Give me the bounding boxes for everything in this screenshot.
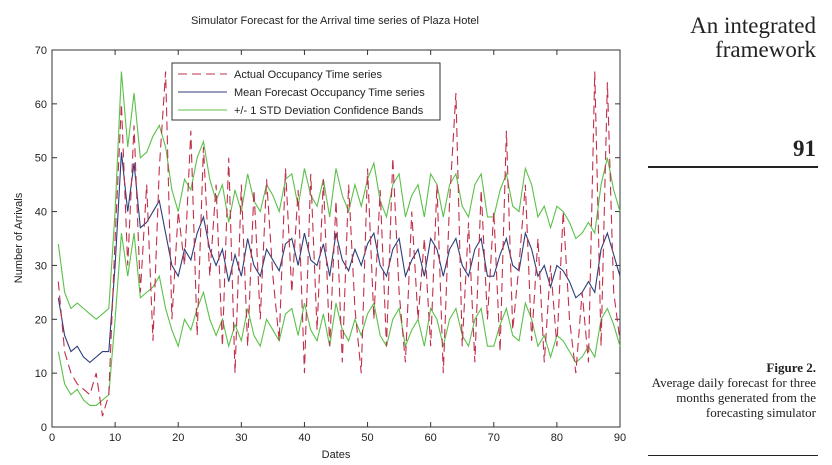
plot-frame — [51, 49, 621, 428]
series-line — [57, 71, 621, 417]
figure-caption: Average daily forecast for three months … — [651, 375, 816, 420]
page-number: 91 — [793, 136, 816, 161]
x-axis-label: Dates — [322, 449, 351, 461]
series-line — [57, 152, 621, 364]
x-tick-label: 50 — [361, 432, 373, 444]
legend-label: Mean Forecast Occupancy Time series — [234, 87, 425, 99]
x-tick-label: 40 — [298, 432, 310, 444]
x-tick-label: 10 — [109, 432, 121, 444]
x-tick-label: 30 — [235, 432, 247, 444]
chart: Simulator Forecast for the Arrival time … — [13, 15, 626, 461]
series-lower-band — [57, 233, 621, 407]
y-tick-label: 50 — [35, 153, 47, 165]
figure-label: Figure 2. — [766, 360, 816, 375]
rule — [648, 166, 818, 168]
running-head: An integrated framework — [690, 13, 816, 62]
y-tick-label: 20 — [35, 314, 47, 326]
y-tick-label: 60 — [35, 99, 47, 111]
y-axis-label: Number of Arrivals — [13, 192, 25, 283]
x-tick-label: 60 — [425, 432, 437, 444]
x-tick-label: 0 — [49, 432, 55, 444]
x-tick-label: 80 — [551, 432, 563, 444]
x-tick-label: 90 — [614, 432, 626, 444]
y-tick-label: 40 — [35, 207, 47, 219]
y-tick-label: 0 — [41, 422, 47, 434]
legend-label: Actual Occupancy Time series — [234, 69, 382, 81]
x-tick-label: 20 — [172, 432, 184, 444]
chart-title: Simulator Forecast for the Arrival time … — [191, 15, 479, 27]
x-tick-label: 70 — [488, 432, 500, 444]
legend-label: +/- 1 STD Deviation Confidence Bands — [234, 105, 424, 117]
rule — [648, 455, 818, 456]
y-tick-label: 30 — [35, 260, 47, 272]
y-tick-label: 10 — [35, 368, 47, 380]
y-tick-label: 70 — [35, 45, 47, 57]
series-line — [57, 71, 621, 321]
